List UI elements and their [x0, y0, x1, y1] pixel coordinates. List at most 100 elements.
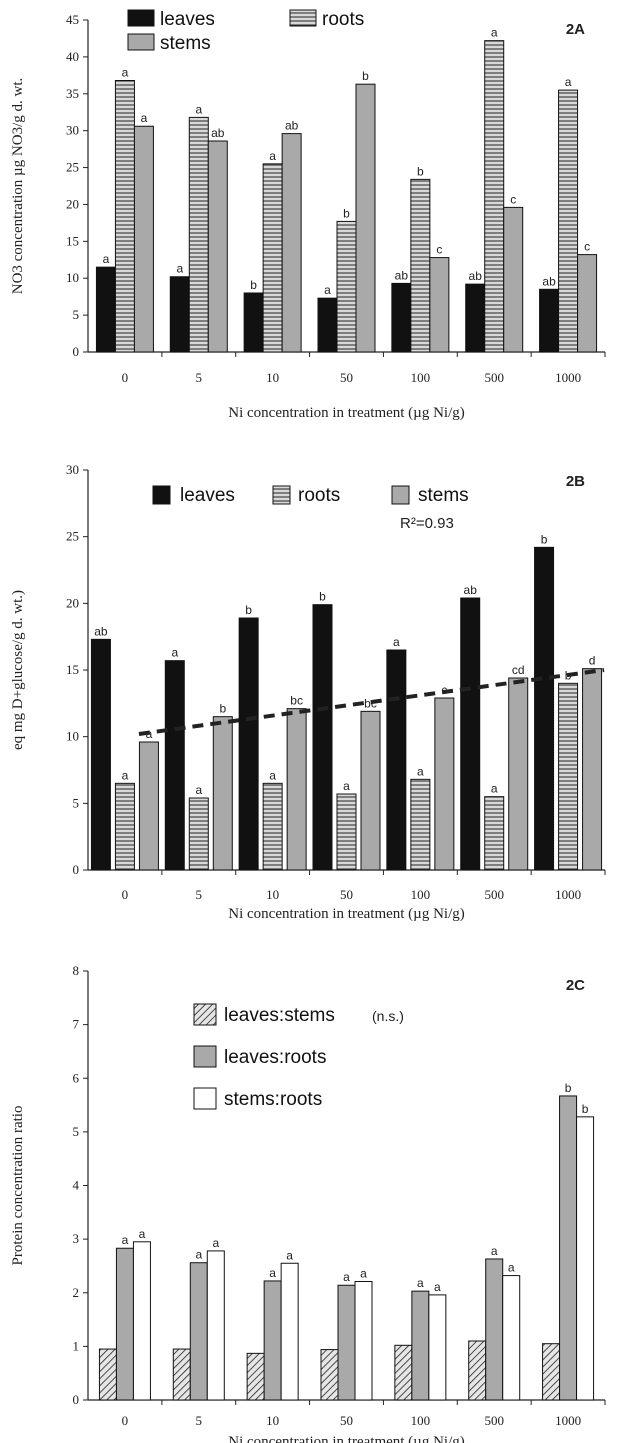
legend-label: leaves — [180, 485, 235, 506]
significance-letter: a — [103, 252, 110, 266]
bar — [503, 206, 524, 353]
bar — [582, 668, 603, 871]
bar — [262, 782, 283, 871]
significance-letter: a — [491, 1244, 498, 1258]
significance-letter: a — [122, 1233, 129, 1247]
y-tick-label: 7 — [73, 1017, 80, 1032]
bar — [539, 288, 560, 353]
significance-letter: a — [141, 111, 148, 125]
significance-letter: ab — [469, 269, 483, 283]
y-tick-label: 0 — [73, 1392, 80, 1407]
bar — [188, 116, 209, 353]
significance-letter: a — [417, 1276, 424, 1290]
x-tick-label: 500 — [484, 887, 504, 902]
significance-letter: a — [434, 1280, 441, 1294]
significance-letter: ab — [211, 126, 225, 140]
x-axis-label: Ni concentration in treatment (µg Ni/g) — [228, 906, 464, 922]
y-tick-label: 35 — [66, 86, 79, 101]
bar — [132, 1241, 151, 1401]
bar — [508, 677, 529, 871]
bar — [212, 716, 233, 871]
y-tick-label: 5 — [73, 1124, 80, 1139]
x-tick-label: 100 — [411, 370, 431, 385]
significance-letter: b — [319, 590, 326, 604]
significance-letter: a — [139, 1227, 146, 1241]
legend-label: roots — [322, 9, 364, 30]
y-tick-label: 0 — [73, 862, 80, 877]
x-tick-label: 500 — [484, 370, 504, 385]
bar — [206, 1250, 225, 1401]
x-tick-label: 0 — [122, 370, 129, 385]
bar — [312, 604, 333, 871]
significance-letter: a — [176, 262, 183, 276]
significance-letter: a — [195, 783, 202, 797]
bar — [138, 741, 159, 871]
legend-label: leaves:stems — [224, 1005, 335, 1026]
bar — [484, 796, 505, 871]
significance-letter: a — [393, 635, 400, 649]
significance-letter: a — [508, 1261, 515, 1275]
y-tick-label: 2 — [73, 1285, 80, 1300]
significance-letter: a — [171, 646, 178, 660]
x-axis-label: Ni concentration in treatment (µg Ni/g) — [228, 405, 464, 421]
x-tick-label: 5 — [196, 887, 203, 902]
significance-letter: a — [122, 65, 129, 79]
x-tick-label: 1000 — [555, 887, 581, 902]
bar — [320, 1349, 339, 1401]
significance-letter: b — [343, 206, 350, 220]
bar — [391, 282, 412, 353]
significance-letter: a — [343, 1270, 350, 1284]
bar — [428, 1294, 447, 1401]
x-tick-label: 0 — [122, 887, 129, 902]
significance-letter: a — [269, 768, 276, 782]
bar — [484, 40, 505, 353]
significance-letter: cd — [512, 663, 525, 677]
bar — [465, 283, 486, 353]
bar — [411, 1290, 430, 1401]
bar — [164, 660, 185, 871]
legend-label: stems:roots — [224, 1089, 322, 1110]
bar — [502, 1275, 521, 1401]
bar — [189, 1262, 208, 1401]
significance-letter: a — [343, 779, 350, 793]
bar — [336, 220, 357, 353]
y-tick-label: 20 — [66, 595, 79, 610]
significance-letter: a — [491, 26, 498, 40]
x-tick-label: 10 — [266, 1413, 279, 1428]
legend-swatch — [127, 33, 155, 51]
significance-letter: a — [324, 283, 331, 297]
bar — [169, 276, 190, 353]
significance-letter: bc — [290, 694, 303, 708]
r-squared-label: R²=0.93 — [400, 515, 454, 532]
y-tick-label: 5 — [73, 795, 80, 810]
significance-letter: a — [491, 782, 498, 796]
panel-label: 2A — [566, 21, 585, 38]
significance-letter: b — [250, 278, 257, 292]
legend-label: roots — [298, 485, 340, 506]
significance-letter: d — [589, 654, 596, 668]
legend-label: stems — [418, 485, 469, 506]
bar — [207, 140, 228, 353]
y-tick-label: 25 — [66, 160, 79, 175]
significance-letter: b — [219, 702, 226, 716]
bar — [360, 710, 381, 871]
x-tick-label: 10 — [266, 370, 279, 385]
significance-letter: b — [565, 1081, 572, 1095]
bar — [468, 1340, 487, 1401]
panel-label: 2B — [566, 473, 585, 490]
legend-swatch — [193, 1003, 217, 1026]
bar — [133, 125, 154, 353]
bar — [336, 793, 357, 871]
y-tick-label: 8 — [73, 963, 80, 978]
legend-label: leaves:roots — [224, 1047, 326, 1068]
bar — [114, 782, 135, 871]
y-axis-label: eq mg D+glucose/g d. wt.) — [10, 590, 26, 750]
bar — [238, 617, 259, 871]
significance-letter: ab — [542, 274, 556, 288]
trendline — [138, 668, 605, 736]
legend-swatch — [391, 485, 410, 505]
bar — [576, 1116, 595, 1401]
